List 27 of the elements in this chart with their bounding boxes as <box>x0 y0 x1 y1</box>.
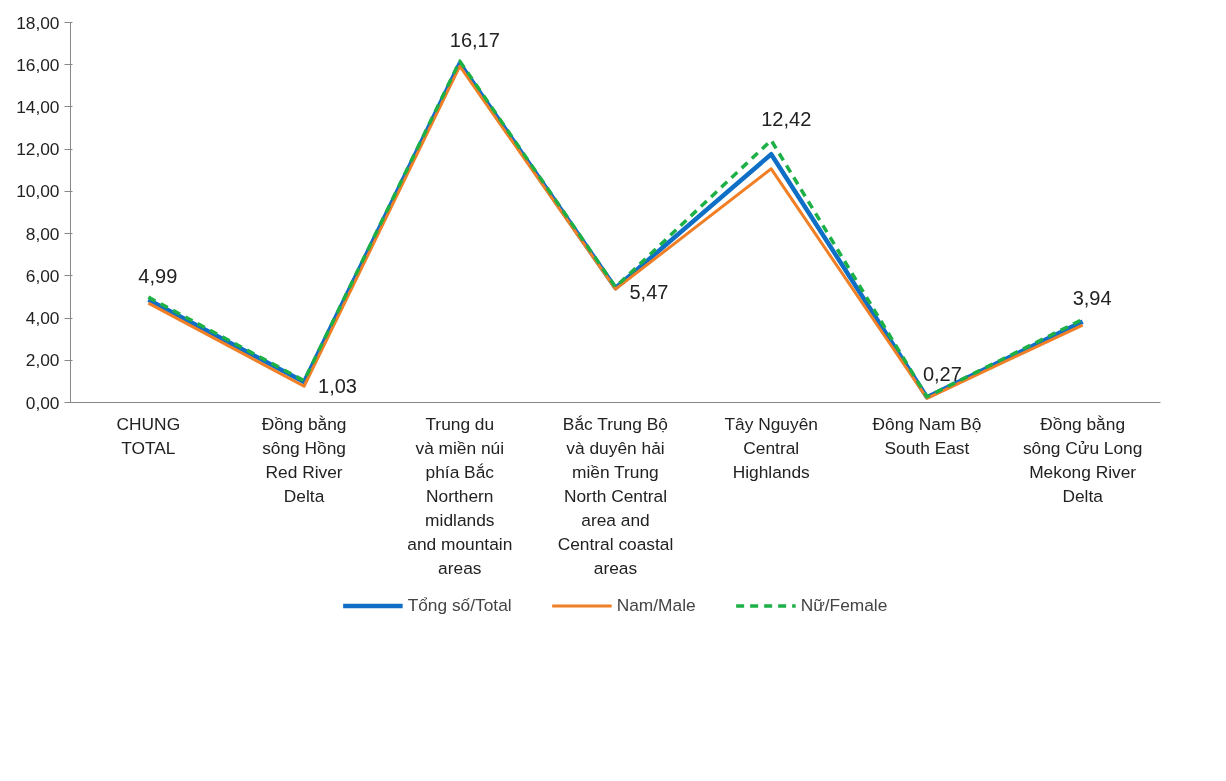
x-tick-label: CHUNG TOTAL <box>116 413 181 458</box>
data-label: 12,42 <box>761 108 812 131</box>
y-tick-label: 4,00 <box>25 308 60 329</box>
legend-label: Tổng số/Total <box>407 594 512 616</box>
y-tick-label: 16,00 <box>16 54 60 75</box>
x-tick-label: Bắc Trung Bộ và duyên hải miền Trung North Central area and Central coastal areas <box>557 413 674 578</box>
y-tick-label: 12,00 <box>16 139 60 160</box>
x-tick-label: Đông Nam Bộ South East <box>872 413 982 458</box>
x-tick-label: Trung du và miền núi phía Bắc Northern midlands and mountain areas <box>407 413 513 578</box>
x-tick-label: Đồng bằng sông Hồng Red River Delta <box>261 413 347 506</box>
y-tick-label: 8,00 <box>25 223 60 244</box>
y-tick-label: 18,00 <box>16 12 60 33</box>
y-tick-label: 0,00 <box>25 392 60 413</box>
data-label: 5,47 <box>629 281 669 304</box>
y-tick-label: 2,00 <box>25 350 60 371</box>
data-label: 3,94 <box>1072 287 1112 310</box>
data-label: 1,03 <box>318 374 358 397</box>
y-tick-label: 6,00 <box>25 265 60 286</box>
x-tick-label: Đồng bằng sông Cửu Long Mekong River Delta <box>1022 413 1143 506</box>
legend-label: Nam/Male <box>616 594 696 616</box>
y-tick-label: 14,00 <box>16 96 60 117</box>
y-tick-label: 10,00 <box>16 181 60 202</box>
x-tick-label: Tây Nguyên Central Highlands <box>724 413 818 482</box>
data-label: 0,27 <box>922 362 962 385</box>
data-label: 16,17 <box>449 29 500 52</box>
legend-label: Nữ/Female <box>800 594 888 616</box>
data-label: 4,99 <box>138 265 178 288</box>
